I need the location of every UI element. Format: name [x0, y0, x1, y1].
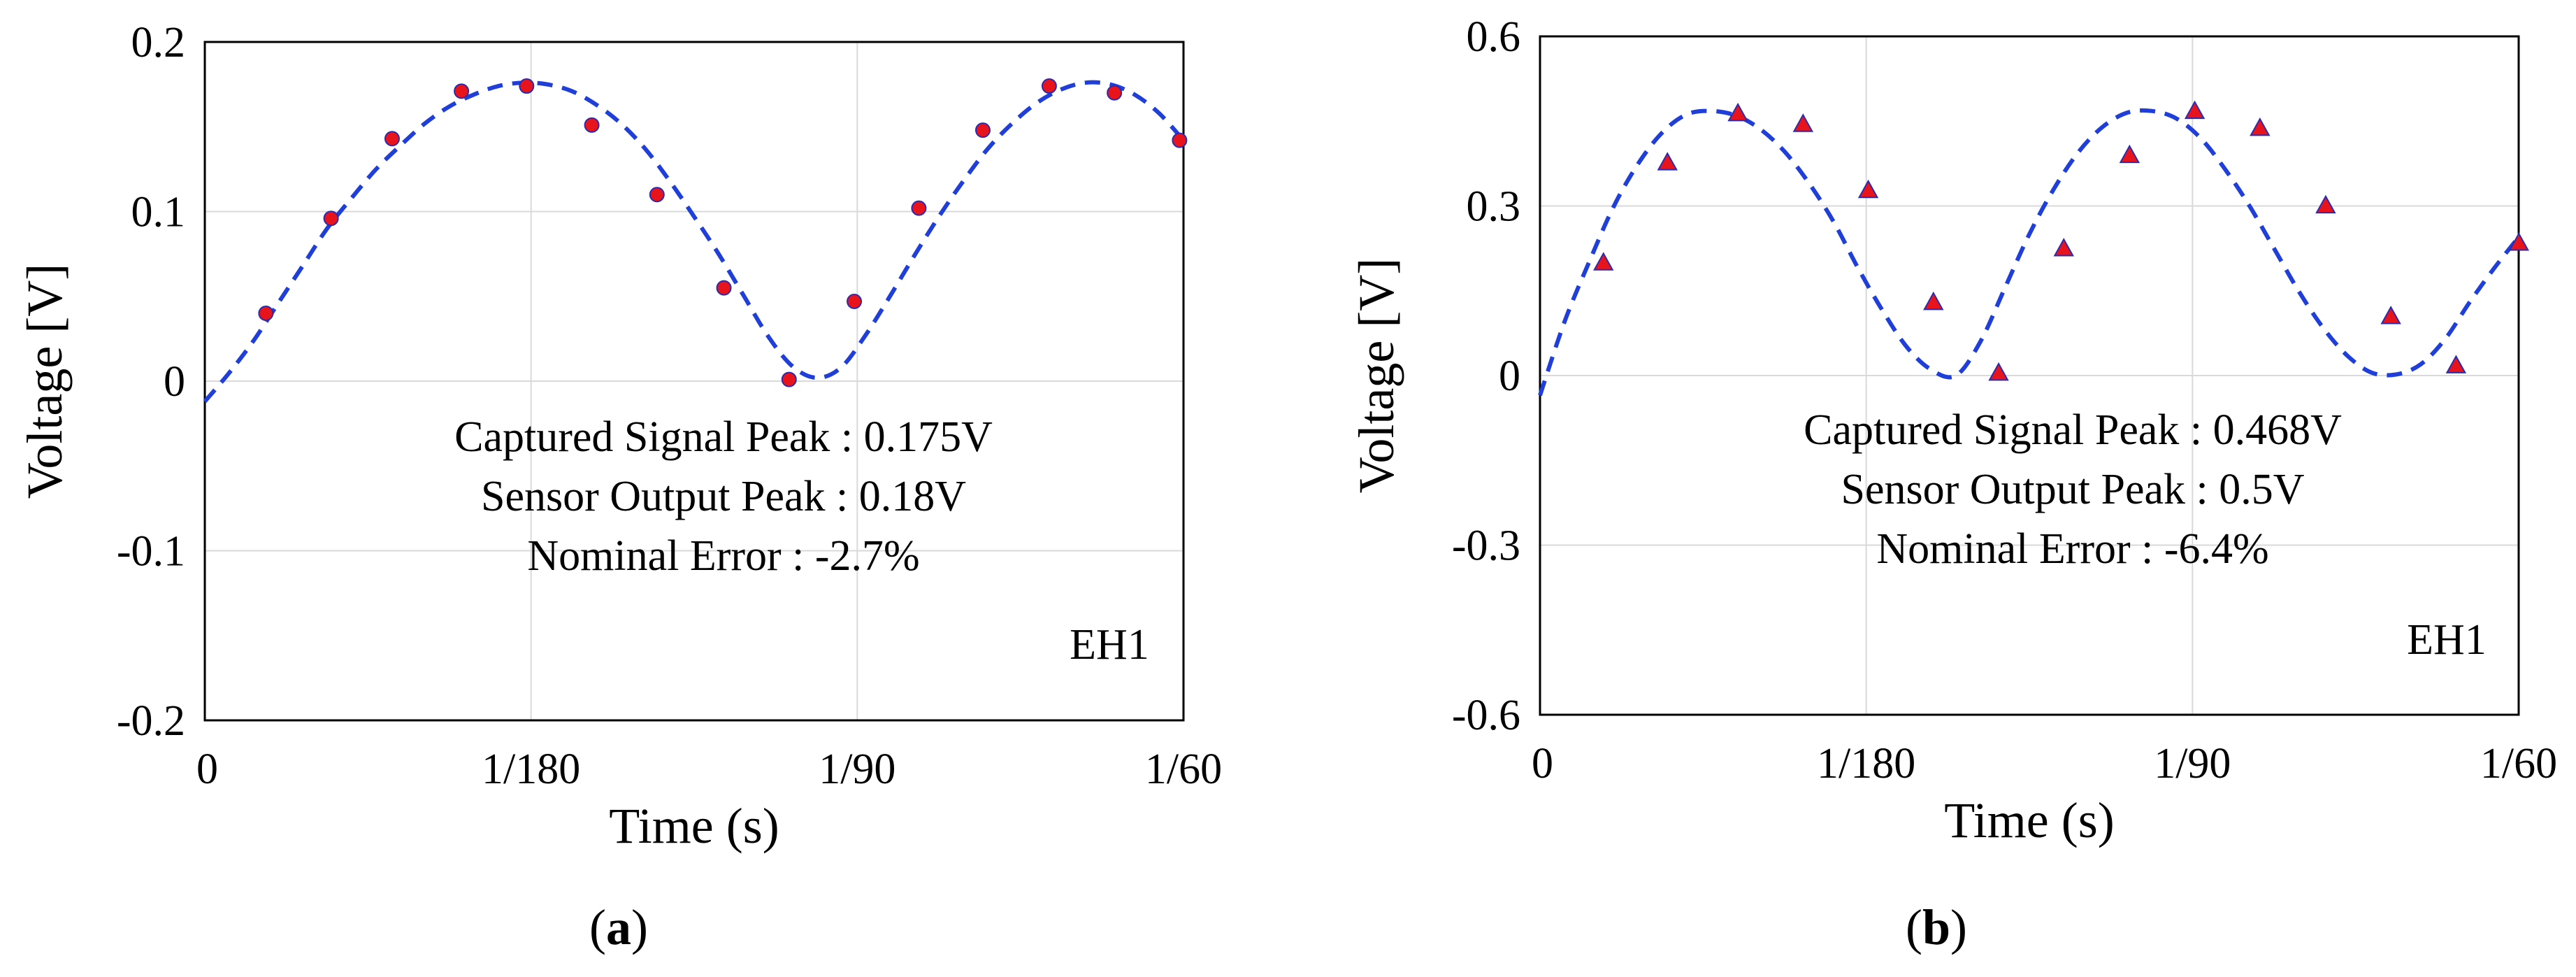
x-tick-label: 1/90 [819, 746, 895, 793]
panel-label: (a) [589, 899, 648, 955]
panel-label-open-paren: ( [589, 899, 606, 955]
y-axis-label: Voltage [V] [17, 264, 73, 499]
panel-label-letter: b [1922, 899, 1950, 955]
data-point [1727, 102, 1748, 122]
annotation-text: Sensor Output Peak : 0.18V [481, 473, 966, 520]
data-point [2119, 144, 2140, 164]
data-point [384, 131, 400, 147]
data-point [584, 117, 600, 133]
fit-curve-line [1538, 108, 2521, 397]
data-point [2053, 238, 2074, 257]
x-tick-label: 1/90 [2154, 740, 2231, 787]
annotation-text: Nominal Error : -6.4% [1876, 525, 2268, 573]
x-axis-label: Time (s) [1944, 792, 2114, 848]
data-point [1657, 152, 1678, 171]
sensor-tag: EH1 [1070, 621, 1149, 669]
x-tick-label: 1/60 [1145, 746, 1222, 793]
chart-panel-b: 0.6 0.3 0 -0.3 -0.6 0 1/180 1/90 1/60 Time (s) Vol… [1348, 13, 2557, 955]
data-point [847, 294, 863, 310]
y-tick-label: 0 [1499, 352, 1520, 400]
data-point [781, 371, 797, 387]
y-tick-label: 0.6 [1467, 13, 1521, 61]
data-point [2184, 100, 2206, 120]
y-tick-label: -0.3 [1452, 522, 1520, 570]
data-point [2250, 117, 2271, 136]
panel-label-open-paren: ( [1906, 899, 1922, 955]
y-tick-label: 0 [164, 358, 185, 406]
y-tick-label: 0.3 [1467, 183, 1521, 231]
panel-label-close-paren: ) [1950, 899, 1967, 955]
x-tick-label: 0 [1532, 740, 1553, 787]
data-point [1041, 78, 1057, 94]
panel-label: (b) [1906, 899, 1967, 955]
x-tick-label: 1/180 [1817, 740, 1915, 787]
data-point [649, 187, 665, 203]
fit-curve-line [203, 80, 1186, 404]
data-point [454, 83, 470, 99]
y-axis-label: Voltage [V] [1348, 258, 1404, 494]
data-point [519, 78, 535, 94]
data-point [1923, 291, 1944, 311]
data-point [1857, 179, 1879, 199]
data-point [1593, 252, 1614, 271]
data-point [2508, 231, 2529, 251]
y-tick-label: 0.1 [131, 189, 186, 236]
panel-label-close-paren: ) [631, 899, 648, 955]
data-point [1172, 132, 1188, 148]
annotation-text: Captured Signal Peak : 0.468V [1804, 406, 2342, 454]
data-point [974, 122, 991, 138]
data-point [911, 200, 927, 216]
plot-frame [1539, 35, 2520, 716]
annotation-text: Nominal Error : -2.7% [527, 532, 919, 580]
x-tick-label: 1/180 [482, 746, 580, 793]
y-tick-label: 0.2 [131, 19, 186, 66]
y-tick-label: -0.1 [117, 528, 185, 576]
y-tick-label: -0.2 [117, 697, 185, 745]
data-point [2315, 194, 2336, 214]
data-point [716, 280, 732, 296]
panel-label-letter: a [606, 899, 631, 955]
data-point [258, 306, 274, 321]
annotation-text: Captured Signal Peak : 0.175V [454, 413, 993, 461]
data-point [323, 211, 339, 227]
x-tick-label: 0 [196, 746, 218, 793]
data-point [2445, 355, 2467, 373]
y-tick-label: -0.6 [1452, 692, 1520, 739]
sensor-tag: EH1 [2407, 616, 2487, 664]
data-point [1792, 113, 1814, 132]
x-tick-label: 1/60 [2480, 740, 2557, 787]
data-point [1988, 362, 2009, 381]
data-point [1107, 85, 1123, 101]
x-axis-label: Time (s) [609, 798, 779, 854]
plot-frame [203, 41, 1185, 722]
annotation-text: Sensor Output Peak : 0.5V [1841, 466, 2304, 513]
data-point [2380, 306, 2401, 325]
